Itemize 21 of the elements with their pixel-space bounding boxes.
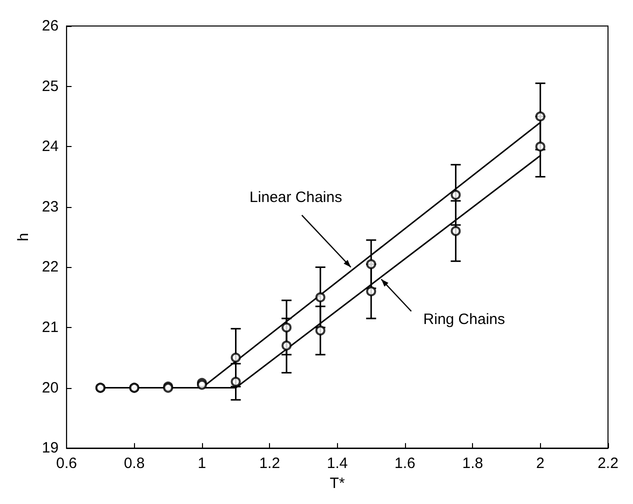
y-tick-label: 21 bbox=[42, 319, 59, 336]
x-tick-label: 1.2 bbox=[259, 455, 280, 472]
y-tick-label: 19 bbox=[42, 440, 59, 457]
x-tick-label: 2 bbox=[536, 455, 544, 472]
x-tick-label: 1.8 bbox=[462, 455, 484, 472]
annotation: Ring Chains bbox=[423, 310, 505, 328]
annotation: Linear Chains bbox=[250, 189, 342, 206]
y-tick-label: 25 bbox=[42, 78, 59, 95]
x-tick-label: 2.2 bbox=[598, 455, 618, 472]
y-tick-label: 24 bbox=[42, 138, 59, 156]
x-tick-label: 0.8 bbox=[124, 455, 145, 472]
y-tick-label: 22 bbox=[42, 258, 59, 276]
y-tick-label: 20 bbox=[42, 379, 59, 396]
x-tick-label: 0.6 bbox=[56, 455, 78, 472]
x-axis-title: T* bbox=[330, 475, 345, 492]
x-tick-label: 1.6 bbox=[394, 455, 416, 472]
x-tick-label: 1 bbox=[198, 455, 206, 472]
x-tick-label: 1.4 bbox=[326, 455, 348, 472]
y-axis-title: h bbox=[15, 232, 32, 242]
y-tick-label: 26 bbox=[42, 18, 59, 34]
y-tick-label: 23 bbox=[42, 198, 59, 216]
